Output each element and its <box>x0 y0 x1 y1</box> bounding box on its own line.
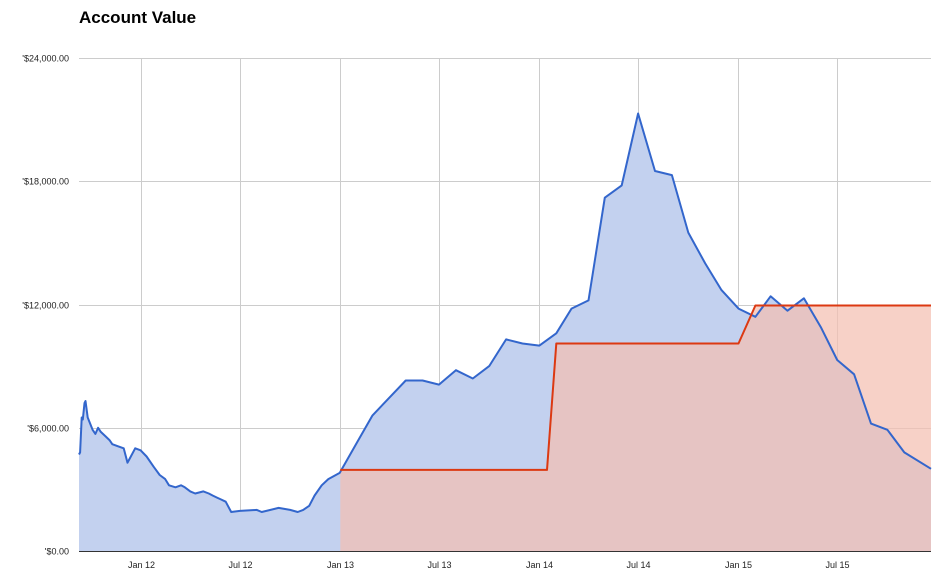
x-tick-label: Jul 14 <box>626 560 650 570</box>
x-tick-label: Jul 15 <box>825 560 849 570</box>
series-areas <box>79 113 931 551</box>
series-lines <box>78 112 932 513</box>
x-tick-label: Jan 12 <box>128 560 155 570</box>
x-tick-label: Jan 14 <box>526 560 553 570</box>
y-axis-tick-labels: '$0.00 '$6,000.00 '$12,000.00 '$18,000.00 '$… <box>22 54 69 557</box>
y-tick-label: '$24,000.00 <box>22 54 69 64</box>
x-tick-label: Jan 15 <box>725 560 752 570</box>
x-tick-label: Jul 12 <box>228 560 252 570</box>
x-axis-tick-labels: Jan 12 Jul 12 Jan 13 Jul 13 Jan 14 Jul 14 Jan … <box>128 560 850 570</box>
x-tick-label: Jan 13 <box>327 560 354 570</box>
y-tick-label: '$0.00 <box>45 547 69 557</box>
chart-title: Account Value <box>79 8 197 27</box>
x-tick-label: Jul 13 <box>427 560 451 570</box>
series-1-line <box>78 112 932 513</box>
y-tick-label: '$6,000.00 <box>27 424 69 434</box>
y-tick-label: '$12,000.00 <box>22 301 69 311</box>
y-tick-label: '$18,000.00 <box>22 177 69 187</box>
series-2-line <box>340 304 931 471</box>
series-2-area <box>340 305 931 551</box>
